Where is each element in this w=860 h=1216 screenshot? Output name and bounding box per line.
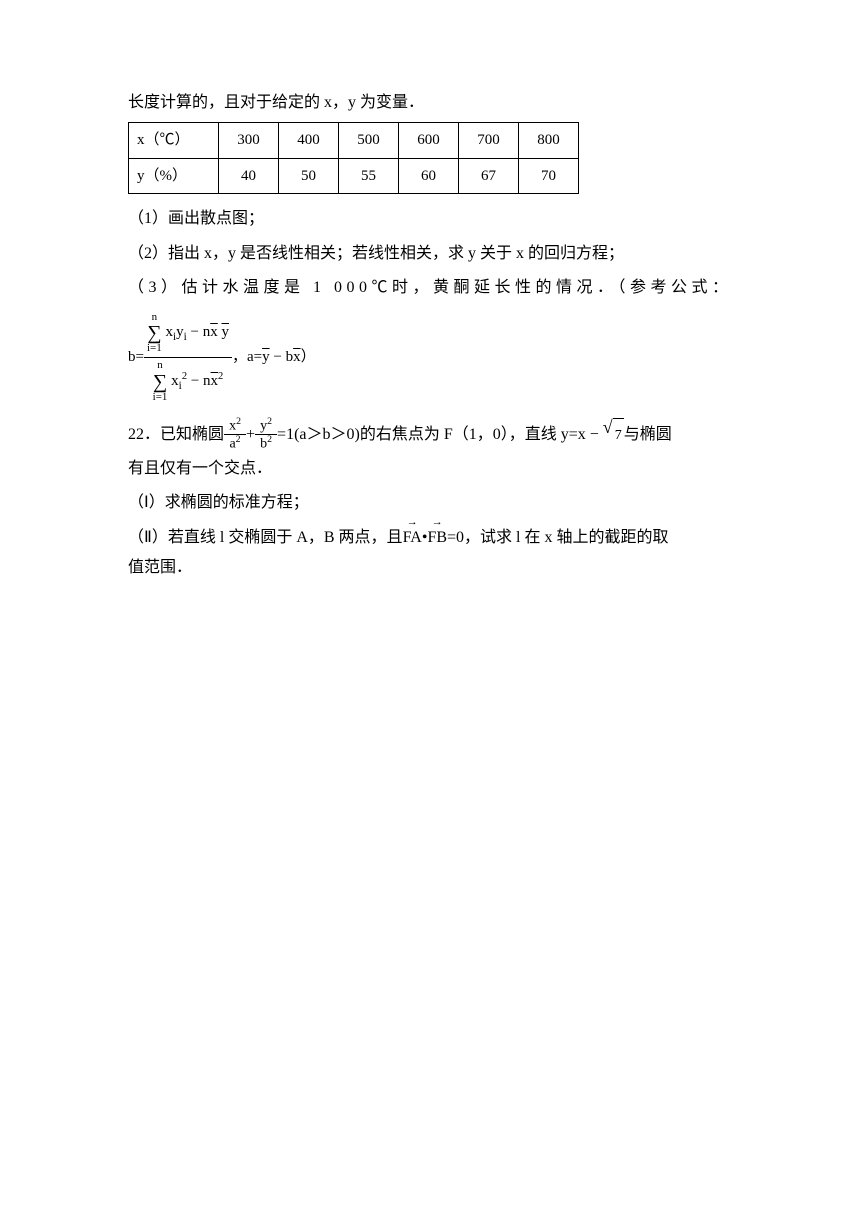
cell: 50 [279,158,339,194]
question-2: （2）指出 x，y 是否线性相关；若线性相关，求 y 关于 x 的回归方程； [128,239,748,269]
question-3: （3）估计水温度是 1 000℃时，黄酮延长性的情况．（参考公式： [128,273,748,303]
cell: 600 [399,123,459,159]
frac-x2-a2: x2 a2 [224,417,246,453]
formula-tail: ，a=y − bx） [232,348,316,367]
cell: 60 [399,158,459,194]
cell: 70 [519,158,579,194]
vector-fa: FA [403,523,422,553]
sqrt-7: √7 [603,418,624,453]
cell: 55 [339,158,399,194]
cell: 40 [219,158,279,194]
vector-fb: FB [427,523,447,553]
cell: 400 [279,123,339,159]
cell: 300 [219,123,279,159]
regression-formula: b= n ∑ i=1 xiyi − nx y n ∑ i=1 xi2 − nx2… [128,310,748,406]
main-fraction: n ∑ i=1 xiyi − nx y n ∑ i=1 xi2 − nx2 [144,310,232,406]
row-label: x（℃） [129,123,219,159]
row-label: y（%） [129,158,219,194]
frac-y2-b2: y2 b2 [255,417,277,453]
question-1: （1）画出散点图； [128,204,748,234]
data-table: x（℃） 300 400 500 600 700 800 y（%） 40 50 … [128,122,579,194]
cell: 800 [519,123,579,159]
q22-part2: （Ⅱ）若直线 l 交椭圆于 A，B 两点，且FA•FB=0，试求 l 在 x 轴… [128,523,748,553]
table-row: y（%） 40 50 55 60 67 70 [129,158,579,194]
formula-lhs: b= [128,348,144,367]
table-row: x（℃） 300 400 500 600 700 800 [129,123,579,159]
intro-line: 长度计算的，且对于给定的 x，y 为变量． [128,88,748,118]
q22-part2-cont: 值范围． [128,553,748,583]
question-22: 22．已知椭圆 x2 a2 + y2 b2 =1(a＞b＞0)的右焦点为 F（1… [128,416,748,584]
q22-line2: 有且仅有一个交点． [128,454,748,484]
cell: 67 [459,158,519,194]
cell: 700 [459,123,519,159]
cell: 500 [339,123,399,159]
